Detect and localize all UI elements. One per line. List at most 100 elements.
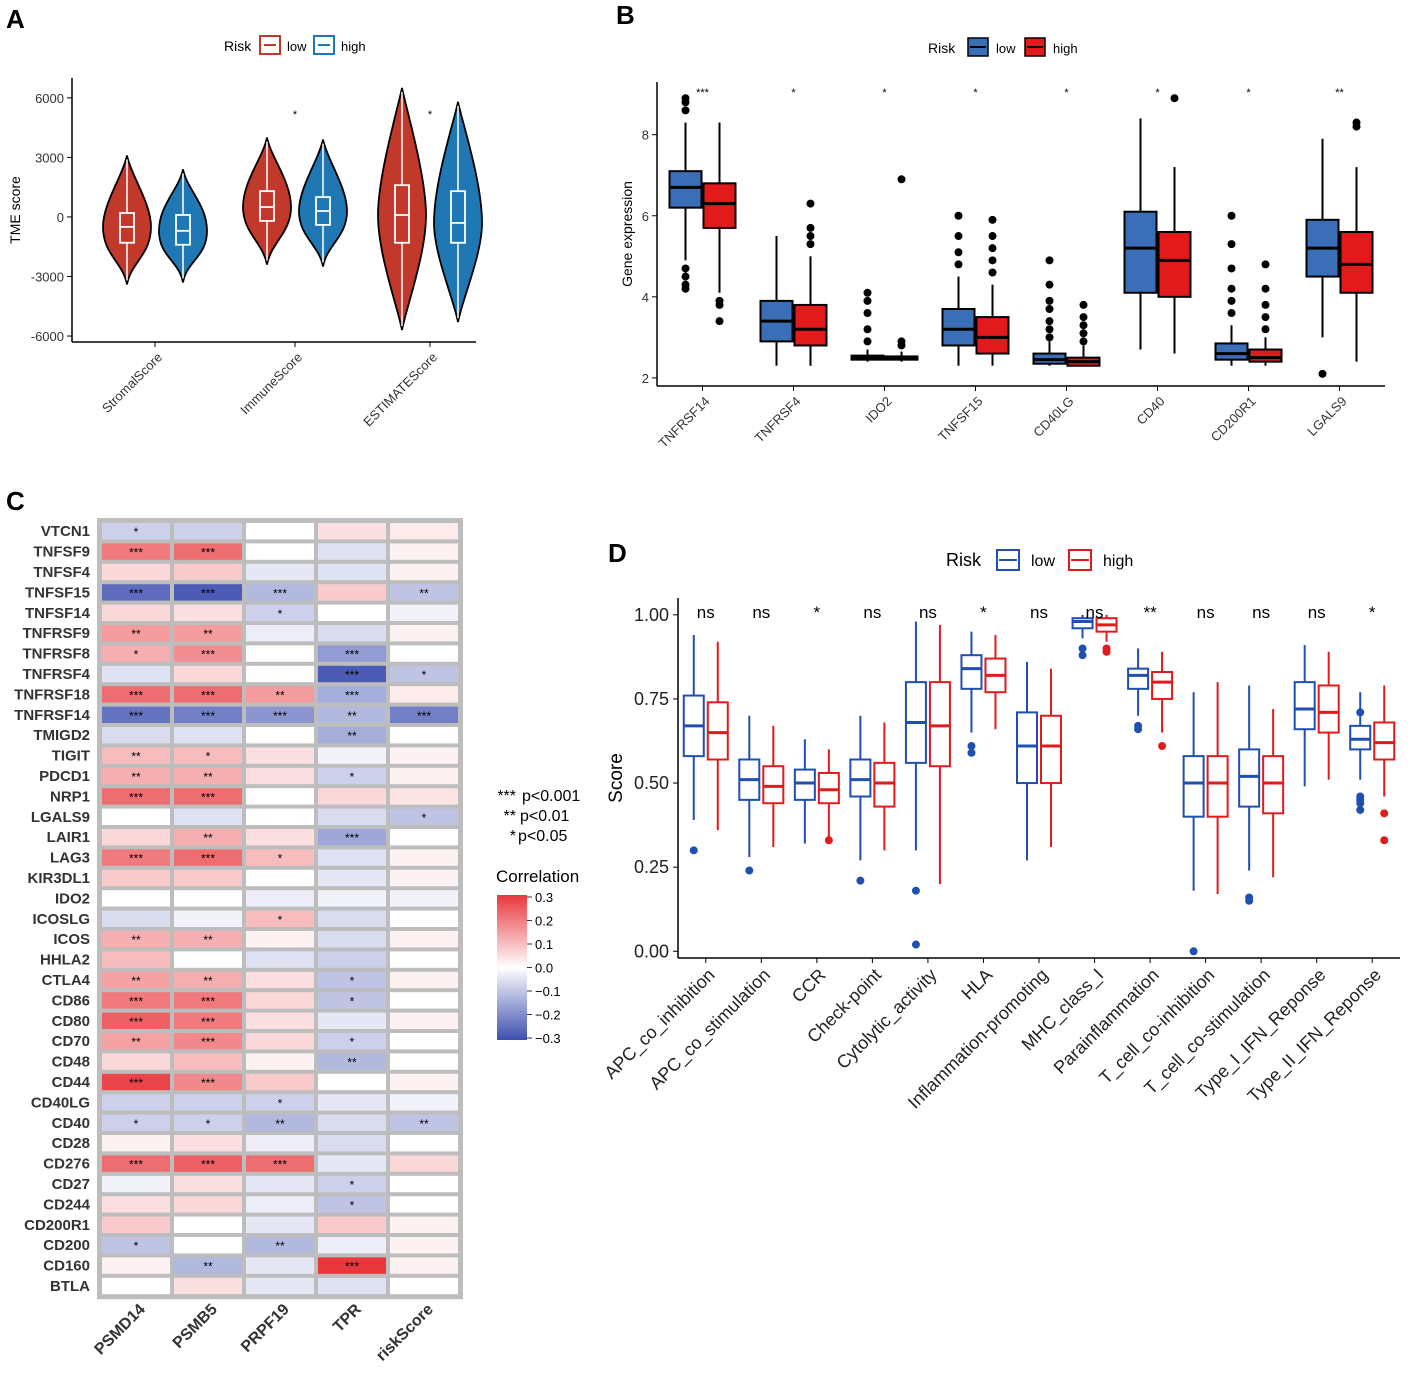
c-row-label-tnfrsf8: TNFRSF8 (23, 646, 91, 663)
c-cell-cd200-riskscore (390, 1237, 458, 1254)
b-lgals9-high-box (1339, 230, 1374, 294)
c-cell-pdcd1-prpf19 (246, 767, 314, 785)
c-cell-icos-riskscore (390, 931, 458, 948)
c-row-label-pdcd1: PDCD1 (39, 768, 90, 785)
c-cell-cd200r1-riskscore (390, 1216, 458, 1233)
c-cell-lag3-tpr (318, 849, 386, 866)
c-cell-tnfrsf8-prpf19 (246, 645, 314, 662)
d-xtick-label-parainflammation: Parainflammation (1050, 965, 1163, 1078)
b-y-axis-title: Gene expression (619, 181, 635, 287)
b-cd40lg-low-outlier-6 (1045, 256, 1054, 265)
c-cell-icos-psmb5 (174, 931, 242, 948)
d-ccr-low-box (793, 768, 816, 801)
c-row-label-ctla4: CTLA4 (42, 972, 91, 989)
c-cell-stars: *** (201, 709, 215, 723)
d-type-i-ifn-reponse-low-box (1293, 681, 1316, 731)
c-cell-cd244-psmd14 (102, 1196, 170, 1213)
c-cell-ido2-tpr (318, 890, 386, 907)
c-cell-stars: ** (347, 729, 357, 743)
c-cell-cd244-tpr (318, 1196, 386, 1213)
b-cd40lg-low-outlier-4 (1045, 296, 1054, 305)
c-row-label-btla: BTLA (50, 1278, 90, 1295)
c-cell-tnfsf4-psmb5 (174, 563, 242, 581)
b-cd200r1-high-outlier-2 (1261, 300, 1270, 309)
b-cd40lg-low-outlier-0 (1045, 333, 1054, 342)
c-cell-cd40lg-prpf19 (246, 1094, 314, 1111)
c-cell-stars: *** (129, 709, 143, 723)
d-type-ii-ifn-reponse-low-box (1349, 724, 1372, 751)
c-cell-icos-psmd14 (102, 931, 170, 948)
b-lgals9-low-outlier-0 (1318, 369, 1327, 378)
b-tnfsf15-low-outlier-1 (954, 248, 963, 257)
d-significance-hla: * (980, 603, 987, 622)
b-cd40lg-high-outlier-3 (1079, 313, 1088, 322)
c-row-label-tnfrsf18: TNFRSF18 (14, 686, 90, 703)
b-xtick-label-tnfrsf14: TNFRSF14 (656, 394, 713, 451)
c-cell-icoslg-psmd14 (102, 910, 170, 927)
c-cell-stars: * (422, 811, 427, 825)
b-ido2-low-outlier-3 (863, 296, 872, 305)
c-cell-cd70-riskscore (390, 1033, 458, 1050)
c-cell-stars: *** (201, 1035, 215, 1049)
c-cell-icoslg-prpf19 (246, 910, 314, 927)
c-sig-legend-label: p<0.001 (522, 788, 580, 805)
c-cell-cd27-tpr (318, 1175, 386, 1193)
b-xtick-label-lgals9: LGALS9 (1304, 394, 1349, 439)
b-significance-lgals9: ** (1335, 87, 1344, 99)
d-type-ii-ifn-reponse-low-outlier-4 (1356, 708, 1365, 717)
c-cell-stars: *** (129, 546, 143, 560)
c-cell-vtcn1-riskscore (390, 523, 458, 540)
c-cell-cd160-riskscore (390, 1257, 458, 1274)
panel-label-d: D (608, 538, 627, 568)
c-cell-stars: * (350, 770, 355, 784)
b-tnfrsf14-low-box (668, 170, 703, 209)
c-row-label-lair1: LAIR1 (47, 829, 90, 846)
b-significance-cd40lg: * (1064, 87, 1069, 99)
c-cell-cd200-psmd14 (102, 1237, 170, 1254)
c-cell-stars: ** (203, 770, 213, 784)
b-cd200r1-high-box (1248, 348, 1283, 363)
b-tnfrsf4-high-outlier-1 (806, 232, 815, 241)
c-cell-cd200-psmb5 (174, 1237, 242, 1254)
c-cell-stars: *** (129, 586, 143, 600)
c-cell-cd44-tpr (318, 1073, 386, 1091)
d-y-axis-title: Score (606, 753, 627, 803)
b-significance-cd40: * (1155, 87, 1160, 99)
c-cell-stars: * (350, 1178, 355, 1192)
c-cell-ctla4-psmb5 (174, 971, 242, 989)
c-row-label-tnfsf14: TNFSF14 (25, 605, 91, 622)
b-ytick-label: 2 (642, 371, 649, 386)
c-cell-cd80-tpr (318, 1012, 386, 1029)
c-cell-lair1-psmd14 (102, 829, 170, 846)
c-cell-nrp1-prpf19 (246, 788, 314, 805)
c-row-label-icoslg: ICOSLG (32, 911, 90, 928)
c-cell-cd48-prpf19 (246, 1053, 314, 1070)
c-cell-stars: * (278, 607, 283, 621)
c-cell-tnfsf4-prpf19 (246, 563, 314, 581)
c-cell-stars: *** (345, 831, 359, 845)
c-cell-stars: ** (275, 1117, 285, 1131)
c-cell-stars: *** (417, 709, 431, 723)
a-box-stromalscore-high (175, 214, 191, 246)
b-cd40lg-high-outlier-4 (1079, 300, 1088, 309)
d-check-point-low-box (849, 758, 872, 798)
c-cell-icos-prpf19 (246, 931, 314, 948)
c-cell-tigit-psmb5 (174, 747, 242, 764)
d-parainflammation-low-box (1127, 667, 1150, 690)
c-sig-legend-stars: * (510, 828, 516, 845)
c-cell-tigit-riskscore (390, 747, 458, 764)
c-cell-lag3-riskscore (390, 849, 458, 866)
c-cell-cd244-riskscore (390, 1196, 458, 1213)
c-cell-stars: * (134, 525, 139, 539)
c-col-label-tpr: TPR (330, 1301, 365, 1336)
c-cell-cd40lg-psmd14 (102, 1094, 170, 1111)
c-cell-cd160-tpr (318, 1257, 386, 1274)
a-legend-label-high: high (341, 39, 366, 54)
d-significance-cytolytic-activity: ns (919, 603, 937, 622)
c-cell-tnfrsf14-prpf19 (246, 706, 314, 723)
a-xtick-label-immunescore: ImmuneScore (237, 350, 305, 418)
d-check-point-low-outlier-0 (856, 876, 865, 885)
d-cytolytic-activity-high-box (928, 681, 951, 768)
a-legend-title: Risk (224, 38, 252, 54)
c-cell-stars: ** (131, 750, 141, 764)
